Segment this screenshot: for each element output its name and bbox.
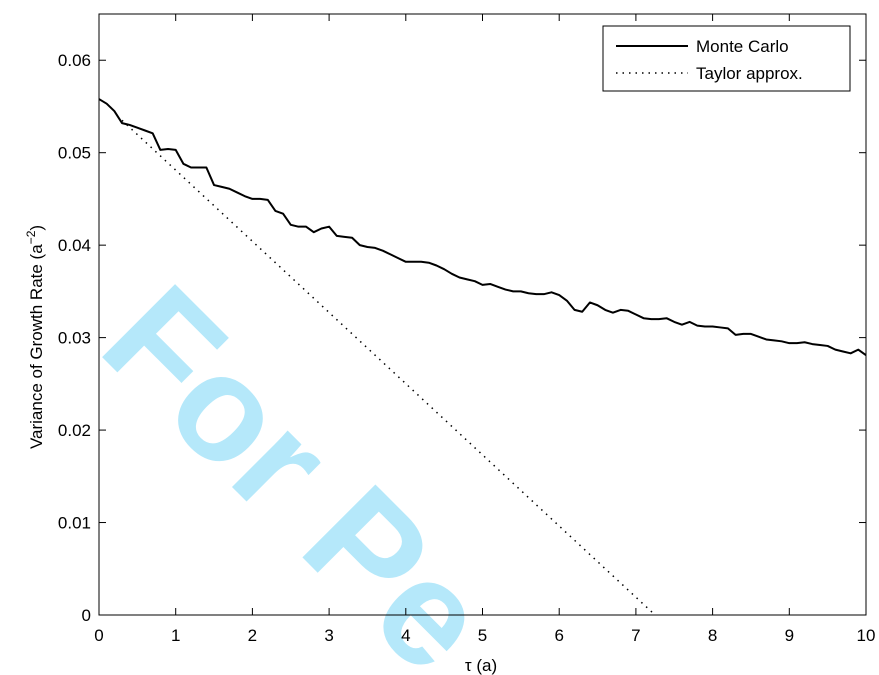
x-axis-label: τ (a) xyxy=(465,656,497,675)
x-tick-label: 0 xyxy=(94,626,103,645)
axes-layer: 0 1 2 3 4 5 6 7 8 9 10 0 0.01 0.02 0.03 0.04 0.05 0.06 xyxy=(58,14,876,645)
y-tick-label: 0 xyxy=(82,606,91,625)
plot-area xyxy=(98,13,867,616)
x-tick-label: 4 xyxy=(401,626,410,645)
x-tick-label: 10 xyxy=(857,626,876,645)
x-tick-label: 3 xyxy=(324,626,333,645)
legend-label-monte-carlo: Monte Carlo xyxy=(696,37,789,56)
y-tick-label: 0.06 xyxy=(58,51,91,70)
axes-box xyxy=(98,13,867,616)
y-tick-label: 0.05 xyxy=(58,144,91,163)
y-tick-label: 0.01 xyxy=(58,514,91,533)
y-axis-label-superscript: −2 xyxy=(24,230,38,244)
y-axis-label-main: Variance of Growth Rate (a xyxy=(27,244,46,449)
x-tick-label: 2 xyxy=(248,626,257,645)
legend-box xyxy=(602,25,851,92)
y-tick-label: 0.04 xyxy=(58,236,91,255)
series-line-monte-carlo xyxy=(98,98,867,356)
y-tick-label: 0.03 xyxy=(58,329,91,348)
x-tick-label: 7 xyxy=(631,626,640,645)
legend-label-taylor-approx: Taylor approx. xyxy=(696,64,803,83)
x-tick-label: 9 xyxy=(785,626,794,645)
y-axis-label: Variance of Growth Rate (a−2) xyxy=(24,225,46,449)
y-tick-label: 0.02 xyxy=(58,421,91,440)
y-axis-label-close: ) xyxy=(27,225,46,231)
series-layer xyxy=(98,98,867,616)
legend: Monte Carlo Taylor approx. xyxy=(602,25,851,92)
x-tick-label: 8 xyxy=(708,626,717,645)
x-tick-label: 1 xyxy=(171,626,180,645)
x-tick-label: 5 xyxy=(478,626,487,645)
x-tick-label: 6 xyxy=(554,626,563,645)
